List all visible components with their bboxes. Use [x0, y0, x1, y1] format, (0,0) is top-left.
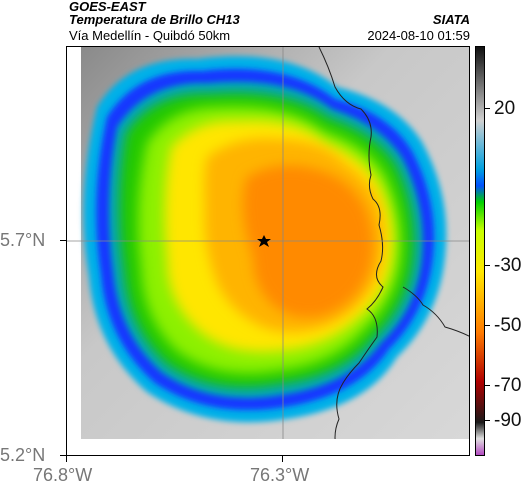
x-axis-label: 76.3°W [250, 465, 310, 485]
colorbar-tick [485, 385, 490, 386]
colorbar-label: 20 [494, 98, 516, 119]
y-axis-label: 5.2°N [0, 445, 46, 465]
star-icon[interactable] [257, 235, 271, 247]
border-line [402, 286, 469, 337]
colorbar-tick [485, 420, 490, 421]
colorbar-label: -90 [494, 410, 522, 431]
y-tick [60, 455, 66, 456]
x-axis-label: 76.8°W [33, 465, 93, 485]
colorbar-label: -30 [494, 255, 522, 276]
variable-title: Temperatura de Brillo CH13 [69, 12, 240, 27]
coastline [318, 47, 384, 455]
x-tick [282, 456, 283, 462]
y-tick [60, 240, 66, 241]
colorbar-tick [485, 325, 490, 326]
colorbar-label: -70 [494, 375, 522, 396]
cloud-core-orange [243, 165, 374, 318]
colorbar-tick [485, 265, 490, 266]
colorbar-tick [485, 108, 490, 109]
product-title: GOES-EAST [69, 0, 146, 14]
no-data-strip [67, 439, 469, 455]
satellite-map[interactable] [66, 46, 470, 456]
colorbar-label: -50 [494, 315, 522, 336]
timestamp: 2024-08-10 01:59 [367, 28, 470, 43]
temperature-colorbar [475, 46, 485, 456]
agency-label: SIATA [432, 12, 470, 27]
y-axis-label: 5.7°N [0, 230, 46, 250]
x-tick [66, 456, 67, 462]
region-subtitle: Vía Medellín - Quibdó 50km [69, 28, 231, 43]
brightness-temperature-field [67, 47, 469, 455]
